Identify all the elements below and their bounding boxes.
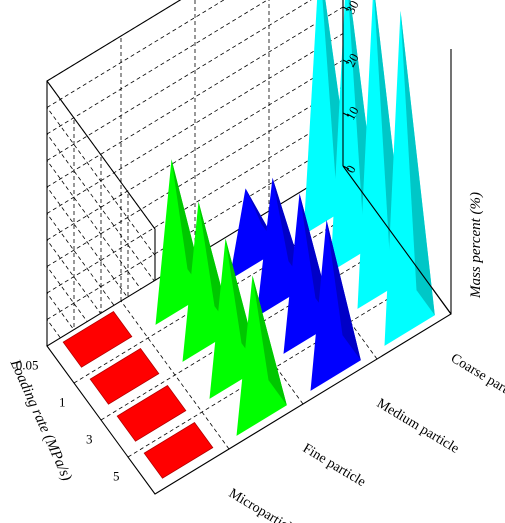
micro-bar-top [116, 384, 187, 442]
back-wall-gridline [46, 0, 312, 161]
pyramid-face-side [171, 159, 206, 295]
pyramid-face-side [326, 219, 361, 361]
category-label: Coarse particle [448, 351, 505, 407]
micro-bar-top [62, 310, 133, 368]
back-wall-gridline [46, 86, 344, 267]
micro-bar [116, 384, 187, 442]
pyramid-face-front [310, 219, 361, 391]
loading-rate-tick-label: 1 [59, 395, 66, 410]
z-axis-title: Mass percent (%) [468, 192, 484, 299]
z-tick [342, 59, 350, 64]
z-tick-label: 20 [342, 51, 361, 70]
pyramid-face-side [198, 201, 233, 332]
bars [62, 0, 435, 479]
pyramid-face-front [236, 275, 287, 436]
back-wall-gridline [46, 6, 344, 188]
pyramid-bar [384, 10, 435, 346]
back-wall-gridline [46, 0, 181, 82]
micro-bar-top [89, 347, 160, 405]
pyramid-bar [236, 275, 287, 436]
floor-edge [342, 165, 452, 315]
micro-bar-top [143, 421, 214, 479]
category-label: Fine particle [300, 441, 368, 490]
pyramid-bar [310, 219, 361, 391]
back-wall-gridline [46, 59, 344, 241]
pyramid-face-side [252, 275, 287, 406]
floor-gridline [100, 239, 398, 421]
z-tick [342, 165, 350, 170]
floor-gridline [127, 276, 425, 458]
micro-bar [89, 347, 160, 405]
loading-rate-axis-title: Loading rate (MPa/s) [6, 356, 74, 483]
category-label: Medium particle [374, 396, 461, 457]
micro-bar [62, 310, 133, 368]
pyramid-face-side [225, 238, 260, 369]
loading-rate-tick-label: 3 [86, 432, 93, 447]
pyramid-face-side [400, 10, 435, 316]
loading-rate-tick-label: 0.05 [16, 358, 39, 373]
pyramid-face-front [229, 188, 280, 280]
back-walls [46, 0, 344, 494]
loading-rate-tick-label: 5 [113, 469, 120, 484]
z-tick [342, 6, 350, 11]
back-wall-gridline [46, 0, 225, 108]
z-tick-label: 30 [342, 0, 361, 16]
z-tick-label: 10 [342, 104, 361, 123]
back-wall-gridline [46, 139, 344, 320]
z-tick [342, 112, 350, 117]
back-wall-gridline [46, 0, 269, 135]
category-label: Microparticle [226, 486, 299, 523]
floor-gridline [73, 202, 371, 384]
front-frame [342, 0, 452, 315]
back-wall-gridline [46, 33, 344, 214]
back-wall-gridline [46, 112, 344, 294]
micro-bar [143, 421, 214, 479]
